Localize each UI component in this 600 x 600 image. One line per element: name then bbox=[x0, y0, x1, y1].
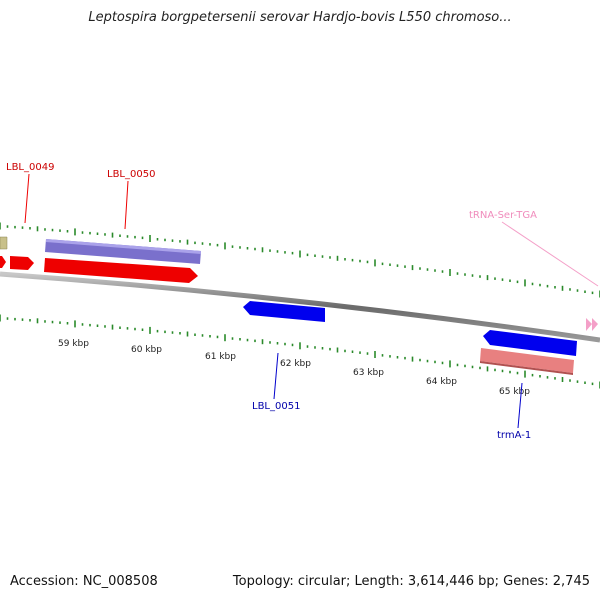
kbp-label-62: 62 kbp bbox=[280, 359, 311, 369]
kbp-label-59: 59 kbp bbox=[58, 339, 89, 349]
genome-summary-text: Topology: circular; Length: 3,614,446 bp… bbox=[232, 574, 590, 589]
trna-ser-arrow-2 bbox=[592, 318, 598, 331]
kbp-label-65: 65 kbp bbox=[499, 387, 530, 397]
lbl-0050-label[interactable]: LBL_0050 bbox=[107, 169, 155, 180]
trna-ser-arrow[interactable] bbox=[586, 318, 592, 331]
trna-ser-label[interactable]: tRNA-Ser-TGA bbox=[469, 210, 537, 221]
reverse-features bbox=[243, 301, 577, 375]
lbl-0050-gene-arrow[interactable] bbox=[44, 258, 198, 283]
lbl-0051-label[interactable]: LBL_0051 bbox=[252, 401, 300, 412]
lbl-0051-leader bbox=[273, 352, 279, 400]
upper-tick-track bbox=[0, 222, 600, 298]
trma-1-gene-arrow[interactable] bbox=[483, 330, 577, 356]
kbp-label-63: 63 kbp bbox=[353, 368, 384, 378]
forward-features bbox=[0, 236, 598, 331]
kbp-label-64: 64 kbp bbox=[426, 377, 457, 387]
lbl-0049-label[interactable]: LBL_0049 bbox=[6, 162, 54, 173]
kbp-label-60: 60 kbp bbox=[131, 345, 162, 355]
trma-1-cds-feature[interactable] bbox=[480, 348, 574, 373]
lower-tick-track bbox=[0, 314, 600, 389]
lbl-0050-cds-highlight bbox=[46, 239, 201, 254]
lbl-0049-gene-arrow[interactable] bbox=[10, 256, 34, 270]
trma-1-label[interactable]: trmA-1 bbox=[497, 430, 531, 441]
gene-labels: LBL_0049 LBL_0050 LBL_0051 trmA-1 tRNA-S… bbox=[6, 162, 599, 441]
accession-text: Accession: NC_008508 bbox=[10, 574, 158, 589]
kbp-label-61: 61 kbp bbox=[205, 352, 236, 362]
lbl-0051-gene-arrow[interactable] bbox=[243, 301, 325, 322]
lbl-0050-cds-feature[interactable] bbox=[45, 239, 201, 264]
map-title: Leptospira borgpetersenii serovar Hardjo… bbox=[88, 10, 512, 25]
trma-1-leader bbox=[517, 382, 523, 429]
lbl-0049-leader bbox=[24, 173, 30, 224]
lbl-0050-leader bbox=[124, 180, 129, 230]
kbp-scale: 59 kbp 60 kbp 61 kbp 62 kbp 63 kbp 64 kb… bbox=[58, 339, 530, 397]
gene-arrow-left-edge[interactable] bbox=[0, 256, 6, 268]
olive-feature[interactable] bbox=[0, 236, 8, 250]
chromosome-backbone bbox=[0, 271, 600, 343]
trma-1-cds-shadow bbox=[480, 361, 573, 375]
trna-ser-leader bbox=[501, 221, 599, 287]
